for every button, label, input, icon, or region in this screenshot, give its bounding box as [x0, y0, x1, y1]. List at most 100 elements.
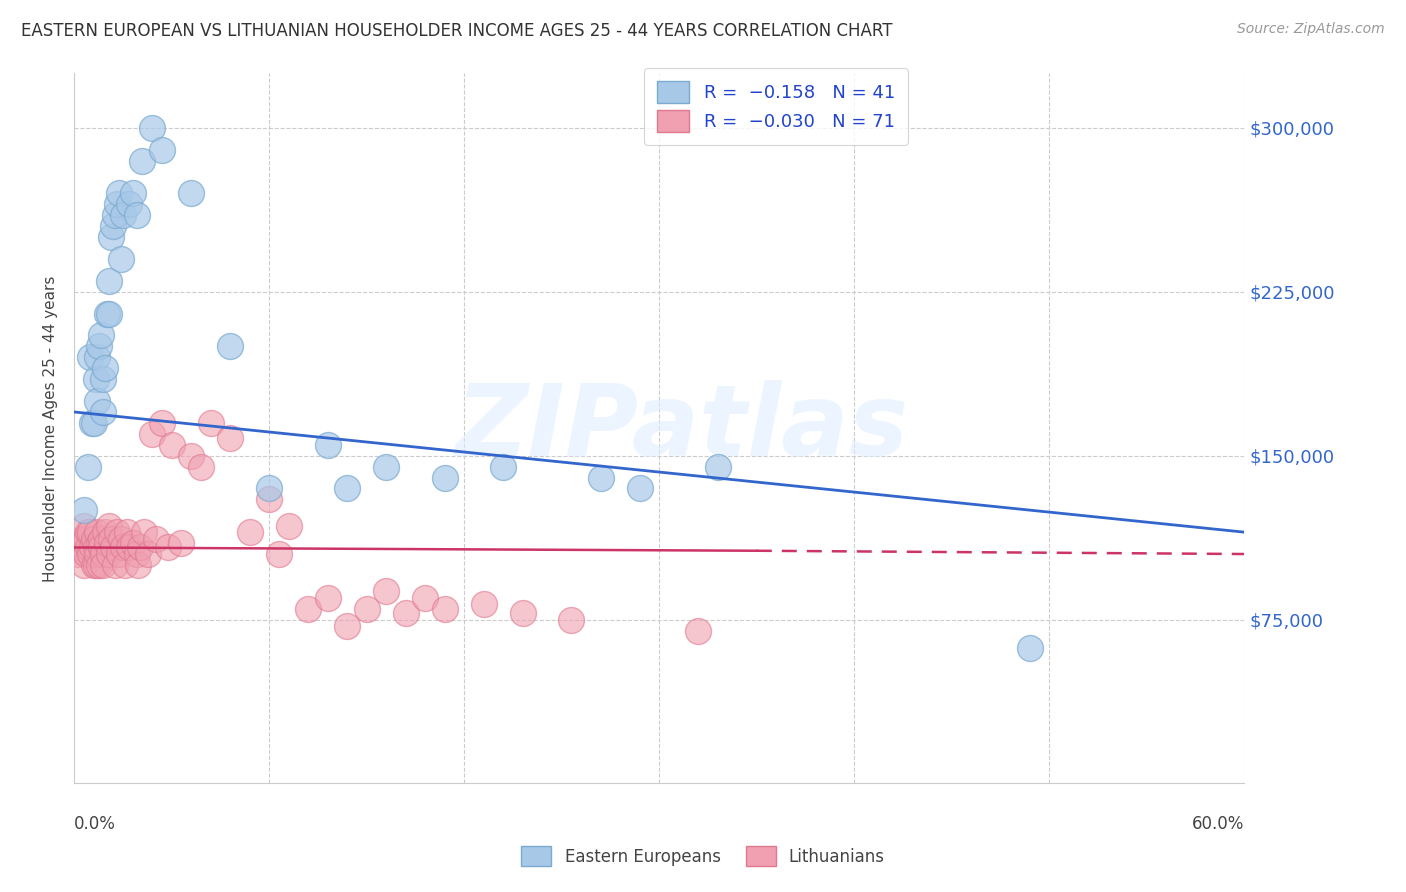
Point	[73, 558, 96, 572]
Point	[90, 532, 112, 546]
Point	[433, 601, 456, 615]
Point	[98, 274, 121, 288]
Point	[127, 558, 149, 572]
Point	[86, 547, 108, 561]
Point	[180, 186, 202, 201]
Point	[73, 503, 96, 517]
Point	[114, 558, 136, 572]
Point	[83, 558, 105, 572]
Text: 60.0%: 60.0%	[1192, 815, 1244, 833]
Point	[136, 547, 159, 561]
Point	[706, 459, 728, 474]
Point	[104, 208, 127, 222]
Point	[93, 547, 115, 561]
Point	[105, 525, 128, 540]
Point	[76, 541, 98, 555]
Point	[108, 186, 131, 201]
Point	[375, 584, 398, 599]
Point	[316, 438, 339, 452]
Point	[413, 591, 436, 605]
Point	[90, 541, 112, 555]
Legend: R =  −0.158   N = 41, R =  −0.030   N = 71: R = −0.158 N = 41, R = −0.030 N = 71	[644, 68, 908, 145]
Point	[150, 143, 173, 157]
Point	[96, 307, 118, 321]
Point	[79, 525, 101, 540]
Point	[219, 339, 242, 353]
Point	[80, 416, 103, 430]
Point	[90, 328, 112, 343]
Point	[145, 532, 167, 546]
Point	[150, 416, 173, 430]
Point	[121, 186, 143, 201]
Point	[84, 558, 107, 572]
Point	[65, 536, 87, 550]
Point	[101, 219, 124, 234]
Point	[118, 197, 141, 211]
Point	[121, 536, 143, 550]
Point	[141, 426, 163, 441]
Point	[125, 547, 148, 561]
Point	[105, 197, 128, 211]
Point	[98, 518, 121, 533]
Point	[688, 624, 710, 638]
Text: Source: ZipAtlas.com: Source: ZipAtlas.com	[1237, 22, 1385, 37]
Text: ZIPatlas: ZIPatlas	[456, 380, 910, 477]
Point	[89, 339, 111, 353]
Point	[108, 547, 131, 561]
Point	[628, 482, 651, 496]
Point	[96, 536, 118, 550]
Point	[170, 536, 193, 550]
Point	[79, 547, 101, 561]
Point	[93, 372, 115, 386]
Point	[134, 525, 156, 540]
Y-axis label: Householder Income Ages 25 - 44 years: Householder Income Ages 25 - 44 years	[44, 275, 58, 582]
Point	[89, 558, 111, 572]
Point	[84, 372, 107, 386]
Point	[104, 558, 127, 572]
Point	[80, 541, 103, 555]
Point	[76, 525, 98, 540]
Point	[316, 591, 339, 605]
Point	[86, 525, 108, 540]
Point	[86, 394, 108, 409]
Point	[277, 518, 299, 533]
Point	[66, 547, 89, 561]
Point	[190, 459, 212, 474]
Point	[118, 541, 141, 555]
Point	[492, 459, 515, 474]
Point	[94, 525, 117, 540]
Point	[131, 153, 153, 168]
Point	[100, 532, 122, 546]
Point	[560, 613, 582, 627]
Point	[111, 208, 134, 222]
Point	[375, 459, 398, 474]
Point	[75, 547, 97, 561]
Point	[356, 601, 378, 615]
Point	[160, 438, 183, 452]
Legend: Eastern Europeans, Lithuanians: Eastern Europeans, Lithuanians	[513, 838, 893, 875]
Point	[111, 541, 134, 555]
Point	[94, 361, 117, 376]
Point	[180, 449, 202, 463]
Point	[86, 351, 108, 365]
Point	[98, 307, 121, 321]
Point	[83, 532, 105, 546]
Point	[395, 606, 418, 620]
Point	[239, 525, 262, 540]
Point	[141, 120, 163, 135]
Point	[156, 541, 179, 555]
Point	[257, 482, 280, 496]
Point	[83, 416, 105, 430]
Point	[512, 606, 534, 620]
Point	[110, 252, 132, 266]
Text: EASTERN EUROPEAN VS LITHUANIAN HOUSEHOLDER INCOME AGES 25 - 44 YEARS CORRELATION: EASTERN EUROPEAN VS LITHUANIAN HOUSEHOLD…	[21, 22, 893, 40]
Point	[100, 230, 122, 244]
Point	[129, 541, 152, 555]
Point	[101, 541, 124, 555]
Point	[93, 405, 115, 419]
Point	[84, 541, 107, 555]
Point	[589, 470, 612, 484]
Point	[75, 532, 97, 546]
Point	[93, 558, 115, 572]
Point	[69, 541, 91, 555]
